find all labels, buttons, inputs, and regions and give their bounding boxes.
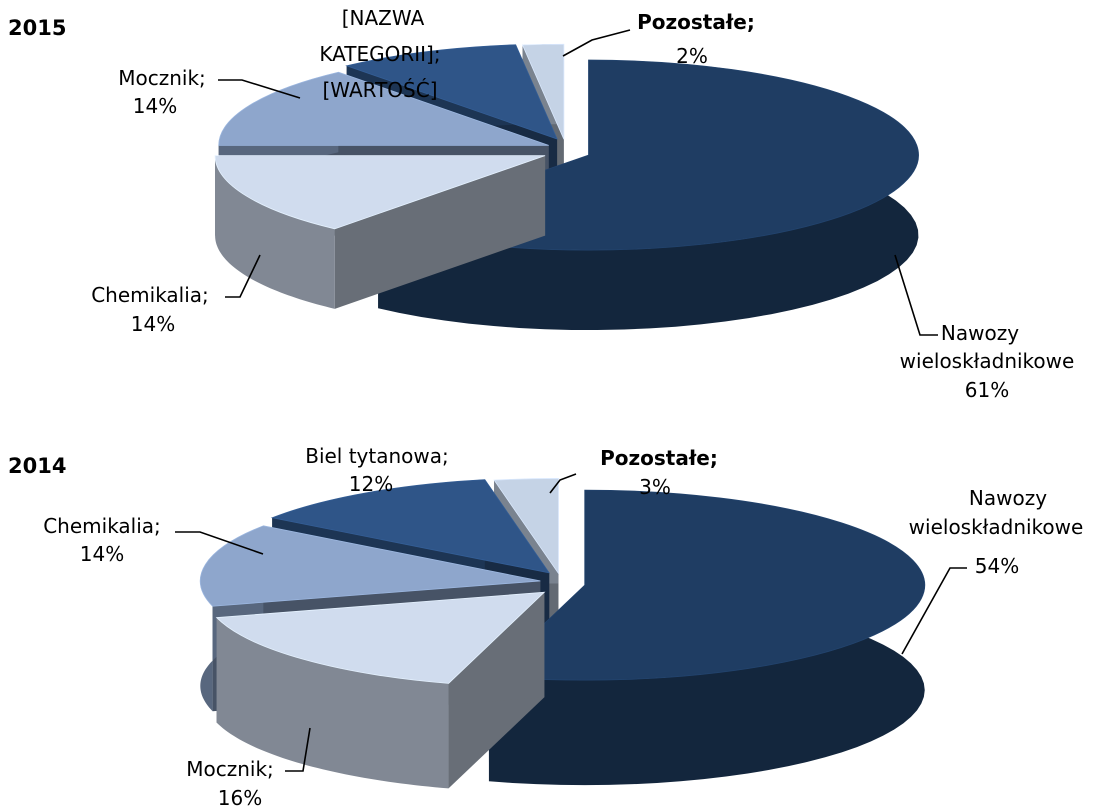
label-2014-chemikalia-name: Chemikalia;: [43, 514, 161, 538]
label-2015-pozostale-name: Pozostałe;: [637, 10, 755, 34]
label-2014-pozostale-name: Pozostałe;: [600, 446, 718, 470]
pie-0-slice-1-rim: [215, 155, 335, 309]
label-2015-nawozy-value: 61%: [965, 378, 1009, 402]
label-2015-chemikalia-name: Chemikalia;: [91, 283, 209, 307]
label-2015-category-l1: [NAZWA: [342, 6, 425, 30]
pie-1-slice-3-top: [270, 479, 551, 574]
label-2015-nawozy-l1: Nawozy: [941, 321, 1019, 345]
leader-2014-chemikalia: [175, 531, 264, 555]
pie-1-slice-1-top: [215, 591, 546, 684]
leader-2015-mocznik: [218, 79, 301, 99]
label-2014-chemikalia-value: 14%: [80, 542, 124, 566]
leader-lines: [175, 29, 967, 772]
pie-0-slice-1-top: [214, 155, 546, 230]
label-2014-pozostale-value: 3%: [639, 475, 671, 499]
label-2014-biel-value: 12%: [349, 472, 393, 496]
pie-1-slice-4-top: [493, 478, 559, 575]
label-2014-nawozy-l2: wieloskładnikowe: [909, 515, 1084, 539]
pie-1-slice-1-rim: [216, 617, 449, 789]
pie-0-slice-3-top: [345, 44, 558, 140]
leader-2015-chemikalia: [225, 254, 261, 298]
pie-0-slice-1: [214, 155, 546, 309]
pie-1-slice-0-top: [488, 489, 926, 681]
label-2015-mocznik-value: 14%: [133, 94, 177, 118]
label-2015-nawozy-l2: wieloskładnikowe: [900, 349, 1075, 373]
leader-2015-pozostale: [562, 29, 631, 57]
chart-2014-title: 2014: [8, 454, 66, 478]
pie-1-slice-2-top: [199, 525, 541, 607]
pie-chart-2014: [199, 478, 926, 789]
label-2015-category-l2: KATEGORII];: [319, 42, 440, 66]
leader-2014-mocznik: [285, 727, 311, 772]
label-2015-pozostale-value: 2%: [676, 44, 708, 68]
pie-0-slice-4-top: [521, 43, 565, 140]
label-2014-mocznik-value: 16%: [218, 786, 262, 809]
label-2015-category-l3: [WARTOŚĆ]: [322, 78, 437, 102]
label-2014-mocznik-name: Mocznik;: [186, 757, 274, 781]
pie-0-slice-2-top: [218, 71, 549, 146]
pie-1-slice-0: [488, 489, 926, 786]
label-2014-nawozy-value: 54%: [975, 554, 1019, 578]
label-2014-nawozy-l1: Nawozy: [969, 486, 1047, 510]
leader-2014-nawozy: [901, 567, 967, 655]
label-2015-chemikalia-value: 14%: [131, 312, 175, 336]
pie-chart-2015: [214, 43, 919, 331]
label-2014-biel-name: Biel tytanowa;: [305, 444, 449, 468]
leader-2015-nawozy: [894, 254, 938, 336]
pie-1-slice-1: [215, 591, 546, 789]
leader-2014-pozostale: [549, 473, 577, 494]
label-2015-mocznik-name: Mocznik;: [118, 66, 206, 90]
chart-2015-title: 2015: [8, 16, 66, 40]
